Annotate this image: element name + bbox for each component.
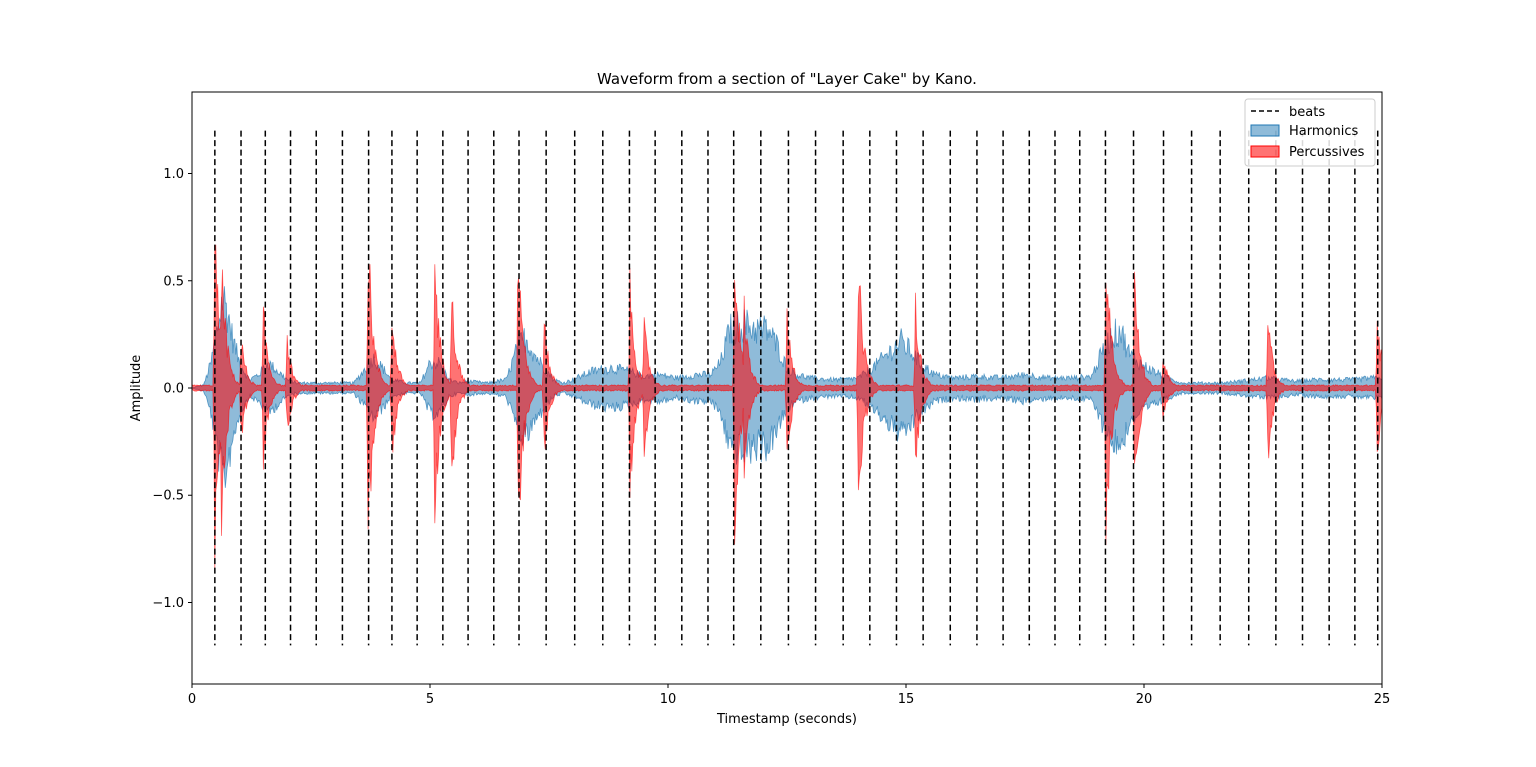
x-tick-label: 15 — [898, 692, 915, 707]
percussives-series — [192, 244, 1382, 569]
x-tick-label: 25 — [1374, 692, 1391, 707]
legend-harmonics-swatch — [1250, 124, 1280, 137]
y-tick-label: 0.5 — [163, 274, 184, 289]
y-tick-label: 1.0 — [163, 167, 184, 182]
x-axis-label: Timestamp (seconds) — [716, 712, 857, 727]
legend-percussives-swatch — [1250, 145, 1280, 158]
chart-title: Waveform from a section of "Layer Cake" … — [597, 70, 977, 88]
percussives-waveform — [192, 244, 1382, 569]
x-tick-label: 20 — [1136, 692, 1153, 707]
y-tick-label: −0.5 — [152, 489, 184, 504]
x-axis: 0 5 10 15 20 25 — [188, 684, 1390, 707]
x-tick-label: 0 — [188, 692, 196, 707]
x-tick-label: 10 — [660, 692, 677, 707]
y-tick-label: 0.0 — [163, 382, 184, 397]
y-tick-label: −1.0 — [152, 596, 184, 611]
y-axis: 1.0 0.5 0.0 −0.5 −1.0 — [152, 167, 192, 611]
y-axis-label: Amplitude — [129, 355, 144, 422]
legend-harmonics-label: Harmonics — [1289, 124, 1358, 139]
legend: beats Harmonics Percussives — [1244, 98, 1376, 167]
legend-beats-label: beats — [1289, 105, 1325, 120]
x-tick-label: 5 — [426, 692, 434, 707]
legend-percussives-label: Percussives — [1289, 145, 1365, 160]
beats-series — [214, 130, 1379, 646]
